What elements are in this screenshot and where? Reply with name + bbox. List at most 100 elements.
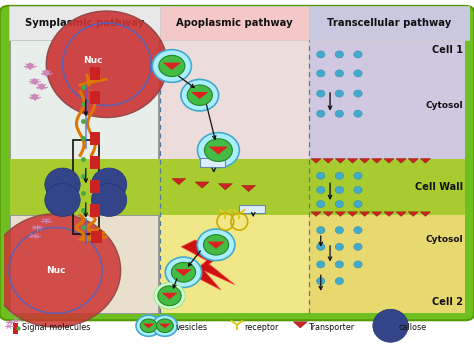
Ellipse shape [354, 186, 362, 194]
Bar [90, 67, 100, 80]
Bar [90, 132, 100, 145]
Text: Signal molecules: Signal molecules [22, 323, 91, 332]
Polygon shape [384, 159, 394, 163]
Polygon shape [207, 241, 225, 249]
Polygon shape [172, 178, 186, 185]
Ellipse shape [335, 200, 344, 208]
Ellipse shape [335, 172, 344, 179]
Text: Cytosol: Cytosol [425, 101, 463, 110]
Ellipse shape [354, 172, 362, 179]
Ellipse shape [27, 63, 33, 69]
Ellipse shape [317, 51, 325, 58]
Ellipse shape [158, 286, 181, 306]
Ellipse shape [354, 70, 362, 77]
Text: Symplasmic pathway: Symplasmic pathway [25, 18, 144, 28]
Polygon shape [323, 159, 333, 163]
Bar [160, 215, 309, 313]
Text: Cell Wall: Cell Wall [415, 182, 463, 192]
Polygon shape [372, 159, 382, 163]
Ellipse shape [335, 51, 344, 58]
Text: receptor: receptor [244, 323, 278, 332]
Ellipse shape [198, 132, 239, 168]
Ellipse shape [46, 11, 167, 118]
Ellipse shape [335, 110, 344, 117]
Ellipse shape [152, 315, 177, 336]
Text: Apoplasmic pathway: Apoplasmic pathway [176, 18, 293, 28]
Bar [309, 40, 465, 159]
Polygon shape [242, 185, 255, 191]
Ellipse shape [335, 227, 344, 234]
Ellipse shape [354, 90, 362, 97]
Bar [10, 215, 158, 313]
Text: Transporter: Transporter [308, 323, 354, 332]
Polygon shape [372, 212, 382, 216]
Polygon shape [420, 212, 430, 216]
Polygon shape [360, 212, 370, 216]
Ellipse shape [335, 90, 344, 97]
Ellipse shape [317, 261, 325, 268]
Bar [309, 6, 470, 40]
Text: Cell 2: Cell 2 [432, 297, 463, 307]
Ellipse shape [0, 214, 121, 327]
Ellipse shape [91, 184, 127, 216]
Polygon shape [347, 159, 358, 163]
Ellipse shape [45, 168, 80, 201]
Polygon shape [360, 159, 370, 163]
Bar [239, 205, 265, 213]
Ellipse shape [140, 319, 157, 333]
Text: Nuc: Nuc [46, 266, 65, 275]
Polygon shape [396, 159, 406, 163]
Ellipse shape [317, 110, 325, 117]
Text: Nuc: Nuc [83, 56, 102, 65]
Polygon shape [293, 322, 307, 328]
Ellipse shape [317, 186, 325, 194]
Ellipse shape [335, 277, 344, 285]
Polygon shape [159, 324, 171, 328]
Polygon shape [191, 92, 209, 99]
Polygon shape [161, 293, 178, 299]
Ellipse shape [335, 261, 344, 268]
Ellipse shape [181, 79, 219, 111]
Polygon shape [420, 159, 430, 163]
Polygon shape [396, 212, 406, 216]
Polygon shape [219, 184, 232, 190]
Polygon shape [347, 212, 358, 216]
Text: Cytosol: Cytosol [425, 235, 463, 245]
Polygon shape [163, 62, 181, 70]
Bar [160, 6, 309, 40]
Ellipse shape [38, 83, 45, 90]
Ellipse shape [31, 94, 38, 100]
Bar [91, 231, 101, 243]
Bar [90, 204, 100, 217]
Ellipse shape [91, 168, 127, 201]
Bar [73, 140, 99, 234]
Polygon shape [311, 212, 321, 216]
Bar [10, 159, 465, 215]
Bar [13, 323, 18, 334]
Ellipse shape [172, 263, 196, 282]
Polygon shape [209, 147, 228, 155]
Bar [200, 158, 225, 167]
Ellipse shape [187, 85, 212, 105]
Ellipse shape [317, 90, 325, 97]
Polygon shape [311, 159, 321, 163]
Text: vesicles: vesicles [175, 323, 208, 332]
Ellipse shape [204, 139, 232, 161]
Bar [309, 215, 465, 313]
Bar [90, 156, 100, 169]
Polygon shape [335, 159, 346, 163]
Polygon shape [181, 240, 235, 290]
Ellipse shape [159, 56, 185, 77]
Polygon shape [143, 324, 155, 328]
Text: Cell 1: Cell 1 [432, 45, 463, 55]
Ellipse shape [317, 227, 325, 234]
Ellipse shape [317, 277, 325, 285]
Ellipse shape [354, 227, 362, 234]
Ellipse shape [354, 243, 362, 250]
Ellipse shape [335, 243, 344, 250]
Ellipse shape [317, 200, 325, 208]
Bar [90, 91, 100, 104]
Ellipse shape [317, 70, 325, 77]
Polygon shape [195, 182, 209, 188]
Polygon shape [384, 212, 394, 216]
